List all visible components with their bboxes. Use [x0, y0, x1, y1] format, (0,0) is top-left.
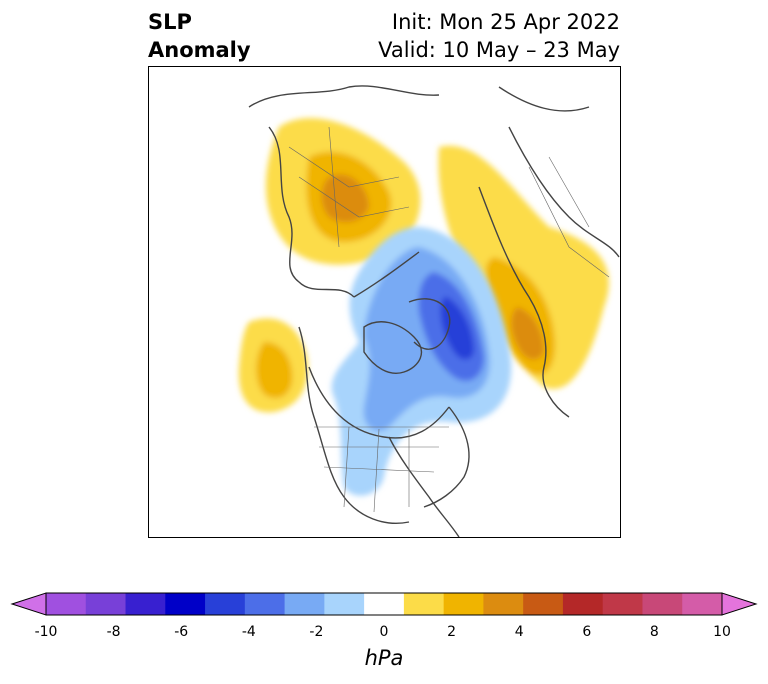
title-variable-line1: SLP — [148, 10, 192, 34]
colorbar-tick-label: 4 — [514, 624, 524, 640]
colorbar-bin — [562, 593, 604, 615]
anomaly-positive-siberia — [438, 145, 609, 389]
colorbar-bin — [483, 593, 524, 615]
coastlines — [248, 85, 620, 537]
colorbar-extend-high — [721, 592, 758, 616]
colorbar-bin — [85, 593, 127, 615]
colorbar-bin — [682, 593, 723, 615]
colorbar-bin — [284, 593, 325, 615]
colorbar-bin — [443, 593, 484, 615]
title-variable-line2: Anomaly — [148, 38, 251, 62]
anomaly-positive-europe — [265, 118, 421, 265]
colorbar-bin — [642, 593, 683, 615]
borders — [288, 126, 610, 513]
map-canvas — [238, 85, 620, 537]
colorbar-bin — [165, 593, 206, 615]
valid-range: Valid: 10 May – 23 May — [378, 38, 620, 62]
title-dates: Init: Mon 25 Apr 2022 Valid: 10 May – 23… — [378, 8, 620, 64]
colorbar-tick-label: 6 — [582, 624, 592, 640]
slp-anomaly-map — [148, 66, 621, 538]
anomaly-negative-arctic — [331, 227, 512, 496]
colorbar-bin — [46, 593, 87, 615]
colorbar-bin — [523, 593, 564, 615]
init-date: Init: Mon 25 Apr 2022 — [391, 10, 620, 34]
colorbar-tick-label: 10 — [713, 624, 731, 640]
colorbar-tick-label: 2 — [447, 624, 457, 640]
colorbar-tick-label: -4 — [241, 624, 256, 640]
colorbar-tick-label: 8 — [649, 624, 659, 640]
colorbar-bin — [244, 593, 286, 615]
colorbar-bin — [324, 593, 365, 615]
title-variable: SLP Anomaly — [148, 8, 251, 64]
colorbar-bin — [602, 593, 643, 615]
colorbar-bin — [125, 593, 166, 615]
colorbar-tick-label: 0 — [379, 624, 389, 640]
colorbar-outline — [45, 592, 723, 616]
colorbar-tick-label: -8 — [106, 624, 121, 640]
colorbar-bin — [403, 593, 445, 615]
colorbar-units: hPa — [364, 646, 404, 670]
anomaly-positive-pacific — [238, 318, 308, 413]
colorbar-extend-low — [10, 592, 47, 616]
colorbar-tick-label: -10 — [34, 624, 58, 640]
colorbar-tick-label: -6 — [174, 624, 189, 640]
colorbar — [10, 592, 758, 616]
colorbar-bin — [205, 593, 246, 615]
colorbar-tick-label: -2 — [309, 624, 324, 640]
colorbar-bin — [364, 593, 405, 615]
